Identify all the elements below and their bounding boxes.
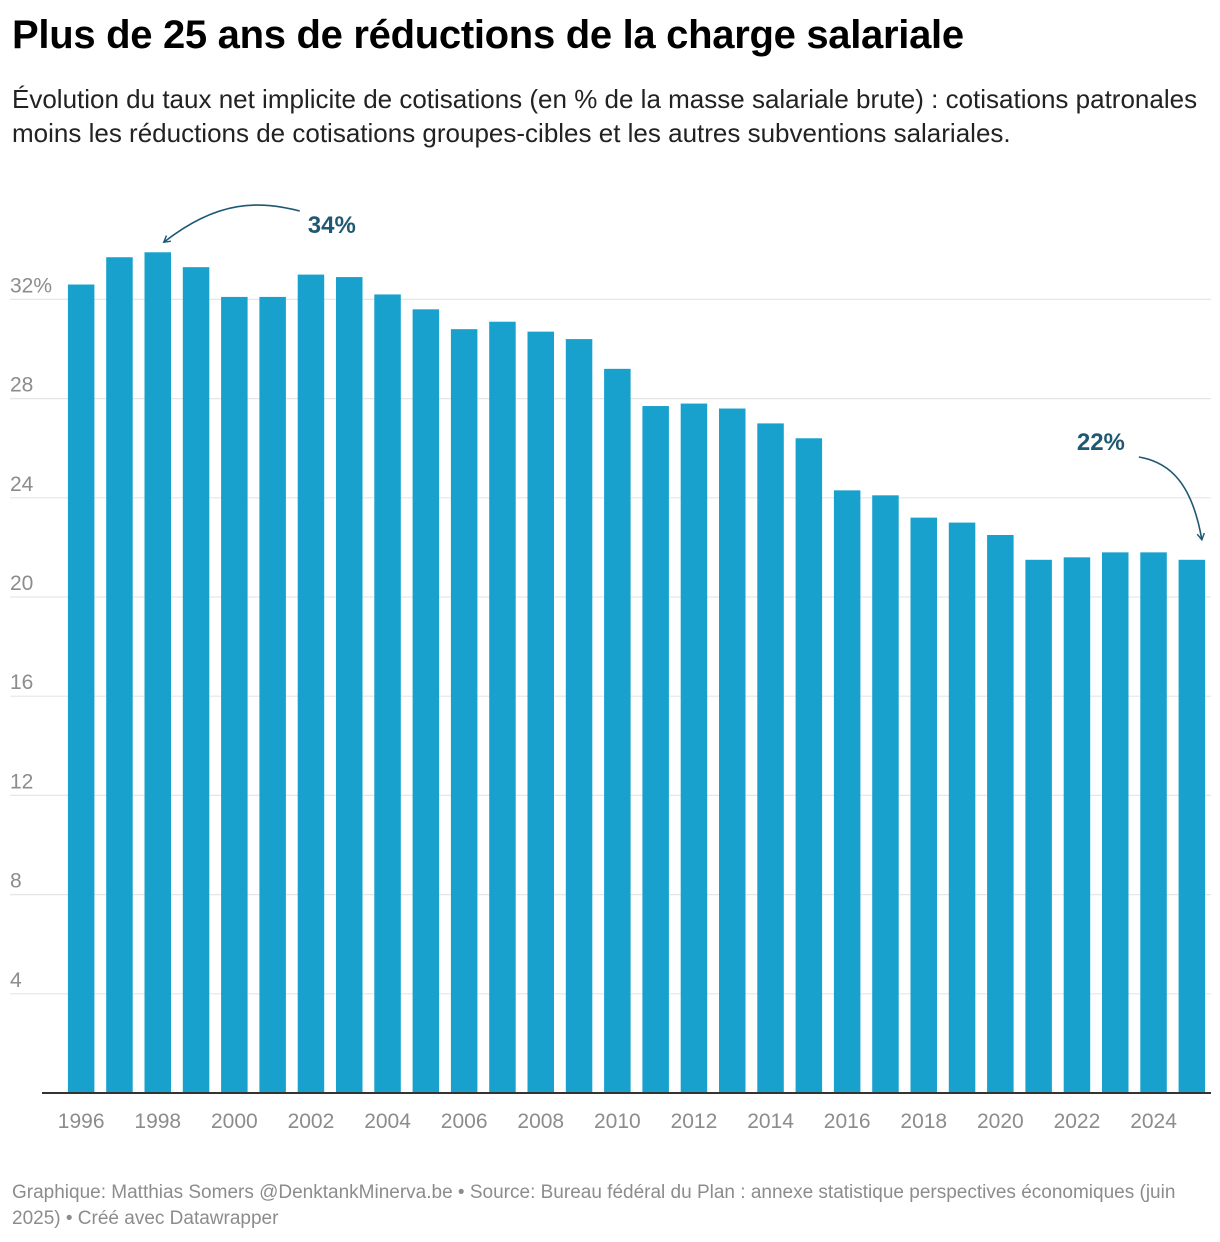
x-tick-label: 2012 — [671, 1110, 718, 1133]
bar — [106, 257, 133, 1093]
bar — [565, 339, 593, 1093]
bar — [374, 294, 401, 1093]
bar — [297, 274, 325, 1094]
y-tick-label: 8 — [10, 870, 22, 893]
x-tick-label: 1998 — [134, 1110, 181, 1133]
x-tick-label: 2004 — [364, 1110, 411, 1133]
y-tick-label: 20 — [10, 572, 33, 595]
x-tick-label: 2014 — [747, 1110, 794, 1133]
chart-subtitle: Évolution du taux net implicite de cotis… — [12, 84, 1198, 148]
bars — [67, 252, 1206, 1094]
bar — [67, 284, 95, 1093]
x-tick-label: 2000 — [211, 1110, 258, 1133]
x-tick-label: 2024 — [1130, 1110, 1177, 1133]
annotations: 34% 22% — [162, 204, 1205, 542]
x-tick-label: 2010 — [594, 1110, 641, 1133]
bar — [182, 267, 210, 1093]
y-tick-label: 28 — [10, 374, 33, 397]
annotation-label: 34% — [308, 212, 356, 239]
y-axis-labels: 4 8 12 16 20 24 28 32% — [10, 274, 52, 991]
bar — [412, 309, 440, 1093]
bar — [795, 438, 823, 1093]
bar — [1063, 557, 1091, 1093]
bar — [872, 495, 899, 1093]
bar — [642, 406, 669, 1093]
bar — [910, 517, 937, 1093]
chart-footer: Graphique: Matthias Somers @DenktankMine… — [12, 1182, 1176, 1229]
bar — [604, 368, 631, 1094]
bar — [221, 296, 248, 1093]
x-tick-label: 2008 — [517, 1110, 564, 1133]
x-tick-label: 2002 — [288, 1110, 335, 1133]
x-tick-label: 1996 — [58, 1110, 105, 1133]
bar — [336, 277, 363, 1093]
bar — [527, 331, 554, 1093]
bar — [259, 296, 286, 1093]
x-tick-label: 2022 — [1054, 1110, 1101, 1133]
y-tick-label: 12 — [10, 770, 33, 793]
y-tick-label: 24 — [10, 473, 34, 496]
bar — [757, 423, 784, 1093]
bar — [1025, 559, 1052, 1093]
x-tick-label: 2006 — [441, 1110, 488, 1133]
x-tick-label: 2018 — [900, 1110, 947, 1133]
bar — [833, 490, 861, 1093]
annotation-arrow — [1138, 456, 1205, 542]
bar — [144, 252, 171, 1093]
annotation-arrow — [162, 204, 300, 244]
y-tick-label: 4 — [10, 969, 22, 992]
y-tick-label: 16 — [10, 671, 33, 694]
bar — [948, 522, 976, 1093]
bar — [719, 408, 746, 1093]
bar — [489, 321, 516, 1094]
bar — [450, 329, 478, 1093]
bar — [987, 535, 1014, 1093]
x-tick-label: 2020 — [977, 1110, 1024, 1133]
x-tick-label: 2016 — [824, 1110, 871, 1133]
bar — [680, 403, 708, 1093]
y-tick-label: 32% — [10, 274, 52, 297]
bar — [1102, 552, 1129, 1093]
bar — [1178, 559, 1206, 1093]
x-axis-labels: 1996 1998 2000 2002 2004 2006 2008 2010 2012 2014… — [58, 1110, 1177, 1133]
annotation-label: 22% — [1077, 429, 1125, 456]
chart-title: Plus de 25 ans de réductions de la charg… — [12, 13, 964, 57]
bar — [1140, 552, 1167, 1093]
